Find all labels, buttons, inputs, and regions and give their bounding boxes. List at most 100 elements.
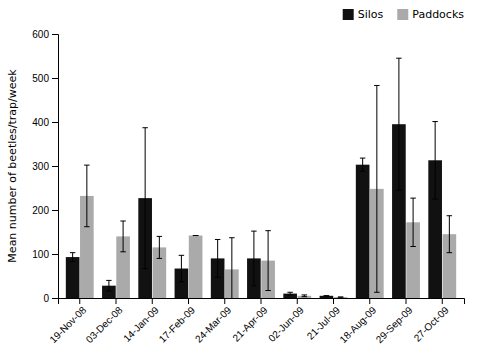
- error-bar: [432, 122, 437, 199]
- legend-label: Paddocks: [412, 8, 464, 21]
- error-bar-cap: [157, 258, 162, 259]
- y-tick-mark: [52, 34, 58, 35]
- x-tick: 24-Mar-09: [193, 298, 234, 345]
- error-bar-cap: [84, 165, 89, 166]
- error-bar-cap: [229, 237, 234, 238]
- error-bar: [70, 253, 75, 262]
- x-tick: 02-Jun-09: [266, 298, 306, 344]
- x-tick-label: 21-Jul-09: [305, 304, 343, 342]
- error-bar: [251, 231, 256, 286]
- x-tick-mark: [79, 298, 80, 304]
- bar: [66, 257, 80, 298]
- y-axis-line: [52, 35, 59, 299]
- error-bar-cap: [338, 297, 343, 298]
- error-bar: [215, 239, 220, 277]
- y-tick: 100: [32, 249, 58, 260]
- y-tick: 0: [43, 293, 58, 304]
- error-bar-stem: [108, 280, 109, 291]
- error-bar-stem: [159, 236, 160, 258]
- legend-label: Silos: [358, 8, 384, 21]
- x-tick-mark: [442, 298, 443, 304]
- x-tick-label: 19-Nov-08: [47, 304, 88, 345]
- error-bar: [324, 295, 329, 296]
- legend-item: Silos: [343, 8, 384, 21]
- y-tick-mark: [52, 210, 58, 211]
- error-bar: [396, 58, 401, 190]
- x-tick-mark: [116, 298, 117, 304]
- y-tick-mark: [52, 254, 58, 255]
- y-tick-label: 400: [32, 117, 49, 128]
- error-bar-cap: [70, 261, 75, 262]
- error-bar: [142, 128, 147, 269]
- error-bar-cap: [324, 295, 329, 296]
- bar: [298, 296, 312, 298]
- error-bar-cap: [374, 85, 379, 86]
- error-bar-cap: [193, 235, 198, 236]
- plot: 010020030040050060019-Nov-0803-Dec-0814-…: [32, 29, 464, 345]
- error-bar-stem: [123, 221, 124, 252]
- y-tick: 400: [32, 117, 58, 128]
- x-tick-label: 21-Apr-09: [230, 304, 270, 344]
- error-bar-cap: [142, 268, 147, 269]
- error-bar-cap: [410, 246, 415, 247]
- bar: [334, 297, 348, 298]
- x-tick: 03-Dec-08: [84, 298, 125, 345]
- legend-swatch: [397, 9, 408, 20]
- error-bar-stem: [231, 238, 232, 298]
- error-bar: [265, 231, 270, 291]
- x-tick-mark: [369, 298, 370, 304]
- x-axis: 19-Nov-0803-Dec-0814-Jan-0917-Feb-0924-M…: [47, 298, 464, 345]
- error-bar-stem: [72, 253, 73, 262]
- series: [80, 85, 456, 298]
- x-tick: 17-Feb-09: [157, 298, 198, 345]
- bar: [320, 296, 334, 298]
- error-bar-cap: [410, 198, 415, 199]
- error-bar-cap: [360, 158, 365, 159]
- error-bar-stem: [253, 231, 254, 286]
- error-bar-cap: [432, 121, 437, 122]
- y-tick: 500: [32, 73, 58, 84]
- x-tick-label: 24-Mar-09: [193, 304, 234, 345]
- error-bar-cap: [432, 199, 437, 200]
- y-axis-title: Mean number of beetles/trap/week: [6, 69, 19, 263]
- error-bar-stem: [376, 85, 377, 292]
- error-bar-cap: [265, 230, 270, 231]
- x-tick: 29-Sep-09: [374, 298, 415, 345]
- error-bar-stem: [145, 128, 146, 269]
- error-bar-cap: [302, 296, 307, 297]
- x-tick-mark: [188, 298, 189, 304]
- error-bar-cap: [447, 252, 452, 253]
- error-bar-cap: [106, 290, 111, 291]
- error-bar-cap: [251, 231, 256, 232]
- error-bar-cap: [106, 280, 111, 281]
- error-bar-cap: [120, 251, 125, 252]
- error-bar: [179, 255, 184, 281]
- error-bar-stem: [398, 58, 399, 190]
- error-bar: [287, 292, 292, 295]
- error-bar: [360, 158, 365, 171]
- y-tick-label: 600: [32, 29, 49, 40]
- x-tick-mark: [261, 298, 262, 304]
- error-bar-cap: [70, 252, 75, 253]
- error-bar: [302, 295, 307, 297]
- error-bar: [106, 280, 111, 291]
- bar: [356, 165, 370, 298]
- error-bar: [84, 165, 89, 227]
- error-bar-cap: [120, 221, 125, 222]
- x-tick-label: 27-Oct-09: [412, 304, 452, 344]
- x-tick-label: 14-Jan-09: [121, 304, 161, 344]
- error-bar-cap: [215, 277, 220, 278]
- x-tick: 14-Jan-09: [121, 298, 161, 344]
- y-tick-label: 500: [32, 73, 49, 84]
- x-tick-mark: [406, 298, 407, 304]
- y-tick: 300: [32, 161, 58, 172]
- y-tick: 600: [32, 29, 58, 40]
- x-tick: 19-Nov-08: [47, 298, 88, 345]
- error-bar-cap: [447, 215, 452, 216]
- y-tick-label: 0: [43, 293, 49, 304]
- error-bar-stem: [217, 239, 218, 277]
- error-bar-cap: [396, 58, 401, 59]
- y-tick-mark: [52, 298, 58, 299]
- error-bar: [447, 216, 452, 253]
- error-bar-cap: [374, 292, 379, 293]
